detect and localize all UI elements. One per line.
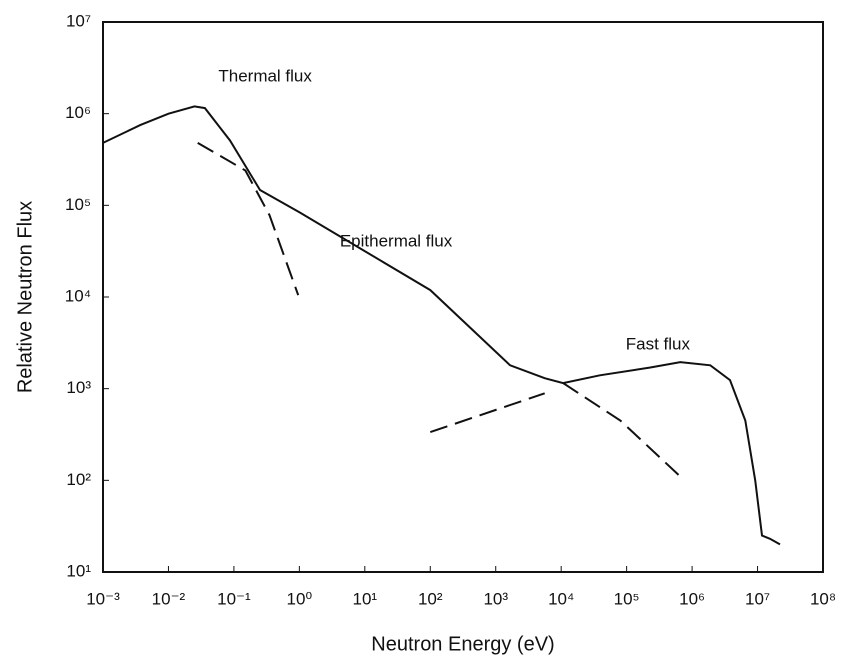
x-tick-label: 10³: [483, 589, 508, 608]
annotation: Thermal flux: [218, 67, 312, 86]
y-tick-label: 10⁶: [65, 103, 91, 122]
y-tick-label: 10⁴: [65, 286, 91, 305]
plot-frame: [103, 22, 823, 572]
annotation: Epithermal flux: [340, 231, 453, 250]
x-tick-label: 10⁵: [614, 589, 640, 608]
series-line: [198, 143, 299, 295]
y-tick-label: 10⁷: [66, 11, 91, 30]
x-tick-label: 10⁷: [745, 589, 770, 608]
annotation: Fast flux: [626, 334, 691, 353]
x-axis-title: Neutron Energy (eV): [371, 633, 554, 655]
x-tick-label: 10⁻²: [152, 589, 186, 608]
x-tick-label: 10⁸: [810, 589, 836, 608]
x-tick-label: 10⁴: [548, 589, 574, 608]
y-tick-label: 10¹: [66, 561, 91, 580]
series-line: [563, 383, 680, 476]
x-tick-label: 10²: [418, 589, 443, 608]
y-tick-label: 10⁵: [65, 195, 91, 214]
x-tick-label: 10⁰: [286, 589, 312, 608]
x-tick-label: 10¹: [353, 589, 378, 608]
series-line: [430, 393, 544, 432]
y-tick-label: 10²: [66, 470, 91, 489]
y-tick-label: 10³: [66, 378, 91, 397]
x-tick-label: 10⁻³: [86, 589, 120, 608]
x-tick-label: 10⁶: [679, 589, 705, 608]
chart: Neutron Energy (eV) Relative Neutron Flu…: [0, 0, 849, 668]
series-line: [103, 106, 780, 544]
y-axis-title: Relative Neutron Flux: [14, 201, 36, 393]
x-tick-label: 10⁻¹: [217, 589, 251, 608]
